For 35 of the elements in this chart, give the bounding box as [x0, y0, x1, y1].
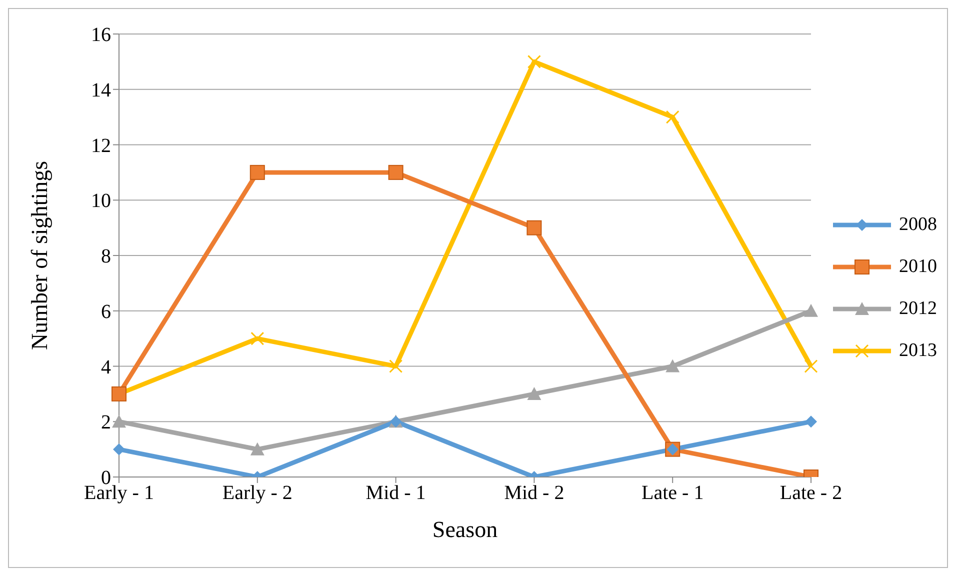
- x-tick-label: Late - 1: [642, 482, 704, 504]
- point: [526, 220, 542, 236]
- point: [527, 386, 542, 400]
- y-tick-label: 0: [101, 467, 111, 490]
- point: [804, 304, 818, 317]
- x-axis-title: Season: [432, 517, 498, 542]
- legend-label: 2010: [899, 256, 937, 278]
- x-tick-label: Mid - 1: [366, 482, 426, 504]
- legend-label: 2008: [899, 214, 937, 236]
- point: [250, 332, 264, 346]
- point: [527, 54, 541, 68]
- y-tick-label: 14: [91, 79, 111, 102]
- x-tick-label: Early - 2: [222, 482, 292, 504]
- point: [112, 414, 126, 428]
- legend-label: 2012: [899, 298, 937, 320]
- y-tick-label: 6: [101, 300, 111, 323]
- y-axis-title: Number of sightings: [27, 160, 52, 350]
- point: [113, 443, 125, 456]
- y-tick-label: 10: [91, 190, 111, 212]
- point: [250, 442, 264, 456]
- x-tick-label: Mid - 2: [504, 482, 564, 504]
- point: [666, 110, 680, 124]
- x-tick-label: Late - 2: [780, 482, 842, 504]
- y-tick-label: 12: [91, 134, 111, 157]
- point: [389, 360, 403, 373]
- point: [805, 416, 817, 428]
- point: [388, 164, 404, 180]
- point: [250, 164, 265, 180]
- point: [666, 359, 680, 372]
- legend-label: 2013: [899, 340, 937, 362]
- point: [804, 360, 818, 373]
- y-tick-label: 4: [101, 356, 111, 378]
- y-tick-label: 16: [91, 24, 111, 46]
- y-tick-label: 8: [101, 246, 111, 268]
- y-tick-label: 2: [101, 412, 111, 434]
